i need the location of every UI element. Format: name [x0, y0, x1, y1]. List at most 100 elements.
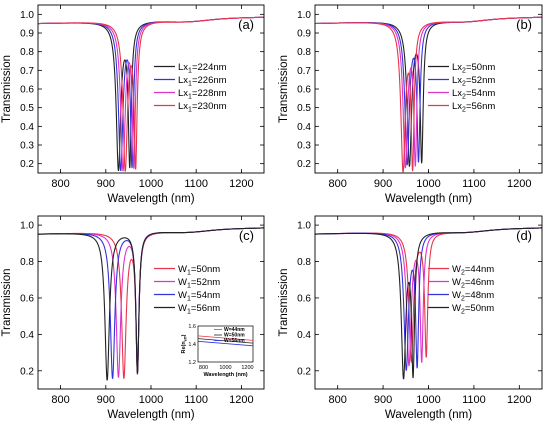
- x-tick-label: 1100: [462, 394, 486, 406]
- y-tick-label: 0.6: [20, 85, 34, 96]
- y-tick-label: 0.2: [20, 159, 34, 170]
- y-tick-label: 0.2: [297, 159, 311, 170]
- panel-2: 800 900 1000 1100 1200 0.2 0.4 0.6 0.8 1.0 Wavelen…: [1, 215, 265, 421]
- x-axis-label: Wavelength (nm): [107, 409, 194, 421]
- series-line-3: [38, 16, 264, 172]
- legend-entry: Lx1=230nm: [178, 101, 227, 114]
- x-tick-label: 800: [51, 178, 69, 190]
- series-line-2: [315, 227, 542, 371]
- legend-entry: Lx2=52nm: [452, 75, 495, 88]
- panel-label: (d): [516, 228, 532, 243]
- x-tick-label: 1100: [462, 178, 486, 190]
- x-tick-label: 1200: [507, 394, 531, 406]
- inset-x-tick-label: 1000: [219, 365, 231, 371]
- legend-entry: Lx2=56nm: [452, 101, 495, 114]
- series-line-1: [38, 16, 264, 172]
- y-tick-label: 0.2: [20, 366, 34, 377]
- series-line-1: [315, 16, 542, 166]
- x-axis-label: Wavelength (nm): [385, 193, 472, 205]
- y-axis-label: Transmission: [278, 269, 290, 337]
- legend-entry: W1=56nm: [178, 303, 220, 316]
- panel-label: (b): [516, 17, 532, 32]
- y-tick-label: 0.4: [20, 330, 34, 341]
- legend-entry: W2=46nm: [452, 277, 494, 290]
- x-tick-label: 900: [374, 394, 392, 406]
- inset-legend-entry: W=56nm: [224, 338, 245, 344]
- y-axis-label: Transmission: [1, 269, 13, 337]
- y-tick-label: 0.5: [297, 103, 311, 114]
- x-tick-label: 1000: [139, 394, 163, 406]
- x-axis-label: Wavelength (nm): [385, 409, 472, 421]
- x-tick-label: 900: [97, 178, 115, 190]
- plot-frame: [314, 4, 543, 174]
- legend-entry: Lx2=50nm: [452, 62, 495, 75]
- y-tick-label: 0.8: [20, 257, 34, 268]
- inset-x-tick-label: 800: [199, 365, 208, 371]
- inset-y-tick-label: 1.4: [188, 342, 196, 348]
- y-tick-label: 0.4: [297, 122, 311, 133]
- y-tick-label: 0.8: [20, 47, 34, 58]
- legend-entry: Lx1=226nm: [178, 75, 227, 88]
- legend-entry: W1=50nm: [178, 264, 220, 277]
- inset-y-axis-label: Re(neff): [181, 334, 188, 353]
- inset-series-line: [197, 338, 254, 344]
- series-line-3: [315, 227, 542, 380]
- y-tick-label: 1.0: [20, 221, 34, 232]
- legend-entry: Lx1=228nm: [178, 88, 227, 101]
- legend-entry: W2=44nm: [452, 264, 494, 277]
- y-tick-label: 0.3: [297, 141, 311, 152]
- panel-label: (c): [239, 228, 254, 243]
- x-tick-label: 1000: [139, 178, 163, 190]
- y-tick-label: 1.0: [20, 10, 34, 21]
- y-tick-label: 0.8: [297, 47, 311, 58]
- y-tick-label: 0.4: [20, 122, 34, 133]
- x-tick-label: 800: [329, 178, 347, 190]
- x-tick-label: 1100: [184, 394, 208, 406]
- x-axis-label: Wavelength (nm): [107, 193, 194, 205]
- legend-entry: W1=52nm: [178, 277, 220, 290]
- x-tick-label: 1100: [184, 178, 208, 190]
- y-tick-label: 0.2: [297, 366, 311, 377]
- series-line-2: [38, 16, 264, 172]
- inset-y-tick-label: 1.6: [188, 324, 196, 330]
- panel-1: 800 900 1000 1100 1200 0.2 0.3 0.4 0.5 0.6 0.7 0.8 0…: [278, 4, 543, 205]
- inset-legend-entry: W=44nm: [224, 327, 245, 333]
- y-axis-label: Transmission: [1, 55, 13, 123]
- inset-legend-entry: W=50nm: [224, 333, 245, 339]
- y-axis-label: Transmission: [278, 55, 290, 123]
- legend-entry: W1=54nm: [178, 290, 220, 303]
- plot-frame: [37, 215, 265, 390]
- y-tick-label: 0.9: [297, 29, 311, 40]
- x-tick-label: 800: [51, 394, 69, 406]
- inset-x-tick-label: 1200: [241, 365, 253, 371]
- inset-frame: [197, 325, 254, 363]
- y-tick-label: 0.7: [20, 66, 34, 77]
- series-line-3: [315, 16, 542, 173]
- panel-0: 800 900 1000 1100 1200 0.2 0.3 0.4 0.5 0.6 0.7 0.8 0…: [1, 4, 265, 205]
- x-tick-label: 1000: [416, 394, 440, 406]
- x-tick-label: 1200: [507, 178, 531, 190]
- panel-3: 800 900 1000 1100 1200 0.2 0.4 0.6 0.8 1.0 Wavelen…: [278, 215, 543, 421]
- x-tick-label: 900: [374, 178, 392, 190]
- inset-y-tick-label: 1.2: [188, 360, 196, 366]
- legend-entry: Lx2=54nm: [452, 88, 495, 101]
- y-tick-label: 0.6: [297, 85, 311, 96]
- legend-entry: Lx1=224nm: [178, 62, 227, 75]
- inset-x-axis-label: Wavelength (nm): [203, 372, 247, 378]
- y-tick-label: 0.8: [297, 257, 311, 268]
- y-tick-label: 0.6: [20, 293, 34, 304]
- series-line-0: [38, 16, 264, 172]
- y-tick-label: 0.4: [297, 330, 311, 341]
- y-tick-label: 0.9: [20, 29, 34, 40]
- plot-frame: [37, 4, 265, 174]
- y-tick-label: 1.0: [297, 10, 311, 21]
- x-tick-label: 1200: [229, 178, 253, 190]
- y-tick-label: 1.0: [297, 221, 311, 232]
- y-tick-label: 0.3: [20, 141, 34, 152]
- legend-entry: W2=50nm: [452, 303, 494, 316]
- x-tick-label: 800: [329, 394, 347, 406]
- legend-entry: W2=48nm: [452, 290, 494, 303]
- y-tick-label: 0.6: [297, 293, 311, 304]
